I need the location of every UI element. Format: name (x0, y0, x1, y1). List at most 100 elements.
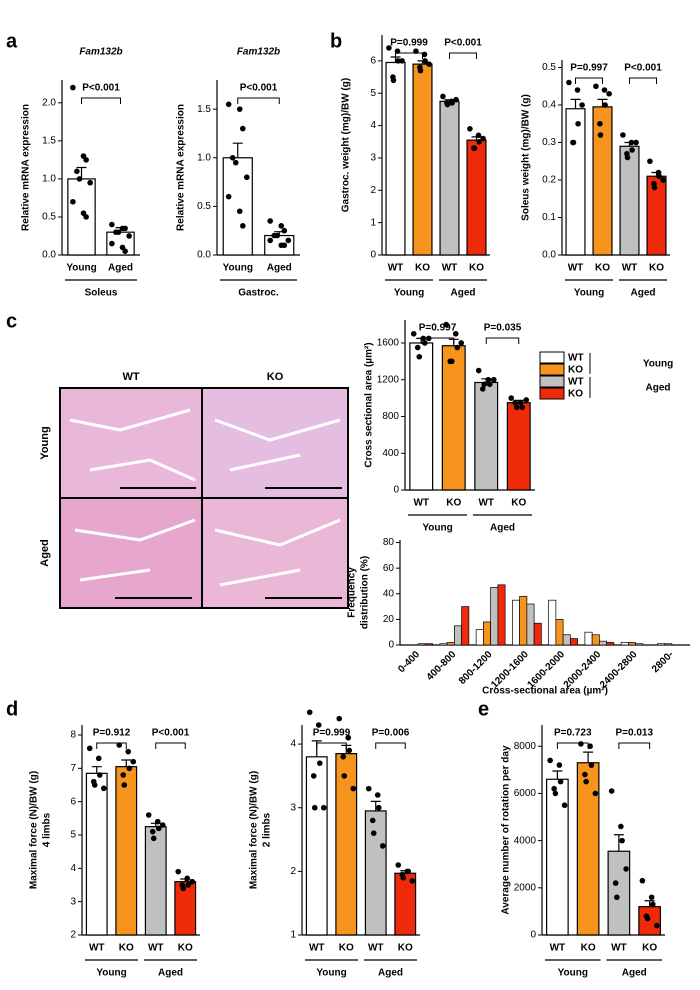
data-point (145, 812, 152, 818)
bar (506, 402, 531, 491)
bar (635, 643, 644, 646)
data-point (109, 221, 115, 228)
legend-label: KO (568, 389, 583, 400)
p-value: P<0.001 (152, 728, 190, 739)
y-tick-label: 1.5 (42, 136, 56, 147)
legend-group: Young (643, 359, 673, 370)
x-tick-label: WT (442, 263, 458, 274)
y-tick-label: 0.0 (197, 250, 211, 261)
data-point (320, 804, 327, 811)
data-point (614, 894, 620, 901)
bar (364, 810, 387, 936)
x-tick-label: 2800- (650, 649, 676, 675)
bar (412, 63, 433, 256)
data-point (240, 223, 246, 229)
data-point (306, 709, 313, 716)
data-point (481, 381, 488, 388)
p-value: P=0.999 (390, 38, 428, 49)
data-point (159, 822, 166, 828)
y-tick-label: 800 (382, 411, 399, 422)
data-point (390, 77, 397, 84)
data-point (440, 93, 446, 100)
data-point (444, 101, 451, 108)
data-point (556, 762, 563, 768)
error-bar (583, 751, 594, 763)
bar (620, 642, 629, 646)
bar (417, 643, 426, 646)
group-label: Young (316, 968, 346, 979)
bar (461, 606, 470, 646)
x-tick-label: KO (595, 263, 610, 274)
y-axis-label: Relative mRNA expression (176, 104, 187, 231)
bar (512, 599, 520, 646)
y-tick-label: 1.0 (42, 174, 56, 185)
y-tick-label: 1 (370, 217, 376, 228)
bar (606, 642, 615, 646)
y-tick-label: 60 (383, 563, 395, 574)
bar (584, 631, 593, 646)
bar (439, 100, 460, 256)
y-tick-label: 1 (290, 930, 296, 941)
legend-swatch (539, 387, 565, 400)
data-point (175, 868, 182, 875)
data-point (340, 754, 347, 760)
data-point (229, 154, 236, 161)
data-point (96, 772, 103, 778)
bar (454, 625, 462, 646)
group-label: Aged (378, 968, 403, 979)
p-value: P=0.035 (484, 323, 522, 334)
bar (483, 621, 491, 646)
data-point (574, 87, 581, 93)
data-point (267, 218, 273, 224)
data-point (374, 792, 381, 798)
comparison-bracket (395, 52, 423, 59)
bar (519, 595, 528, 646)
bar (466, 139, 487, 256)
y-tick-label: 0.0 (42, 250, 56, 261)
data-point (399, 58, 405, 64)
bar (638, 906, 661, 936)
bar (144, 826, 167, 936)
bar (657, 643, 665, 646)
y-tick-label: 6000 (514, 788, 537, 799)
y-axis-label: Average number of rotation per day (501, 745, 512, 915)
x-tick-label: KO (581, 943, 596, 954)
data-point (375, 804, 382, 811)
data-point (578, 741, 584, 747)
histology-column: WT (122, 371, 139, 383)
x-tick-label: KO (339, 943, 354, 954)
data-point (628, 139, 635, 146)
data-point (417, 67, 424, 74)
bar (664, 643, 673, 646)
comparison-bracket (629, 77, 657, 84)
y-tick-label: 80 (383, 537, 395, 548)
x-tick-label: 400-800 (425, 649, 459, 683)
data-point (620, 132, 626, 138)
data-point (83, 157, 89, 163)
bar (425, 643, 433, 646)
data-point (336, 715, 343, 722)
y-tick-label: 2 (290, 866, 296, 877)
data-point (513, 404, 520, 411)
comparison-bracket (96, 742, 127, 749)
group-label: Soleus (85, 288, 118, 299)
y-tick-label: 4 (70, 863, 76, 874)
y-tick-label: 7 (70, 763, 76, 774)
y-tick-label: 0 (393, 485, 399, 496)
legend-label: WT (568, 353, 584, 364)
y-tick-label: 400 (382, 448, 399, 459)
p-value: P=0.013 (615, 728, 653, 739)
legend-swatch (539, 351, 565, 364)
data-point (310, 773, 317, 779)
x-tick-label: WT (368, 943, 384, 954)
data-point (240, 125, 246, 132)
legend-swatch (539, 363, 565, 376)
x-tick-label: WT (388, 263, 404, 274)
y-tick-label: 0 (530, 930, 536, 941)
x-tick-label: KO (469, 263, 484, 274)
p-value: P<0.001 (82, 83, 120, 94)
data-point (650, 901, 656, 908)
data-point (126, 233, 132, 239)
data-point (592, 790, 599, 797)
chart-title: Fam132b (237, 47, 280, 58)
